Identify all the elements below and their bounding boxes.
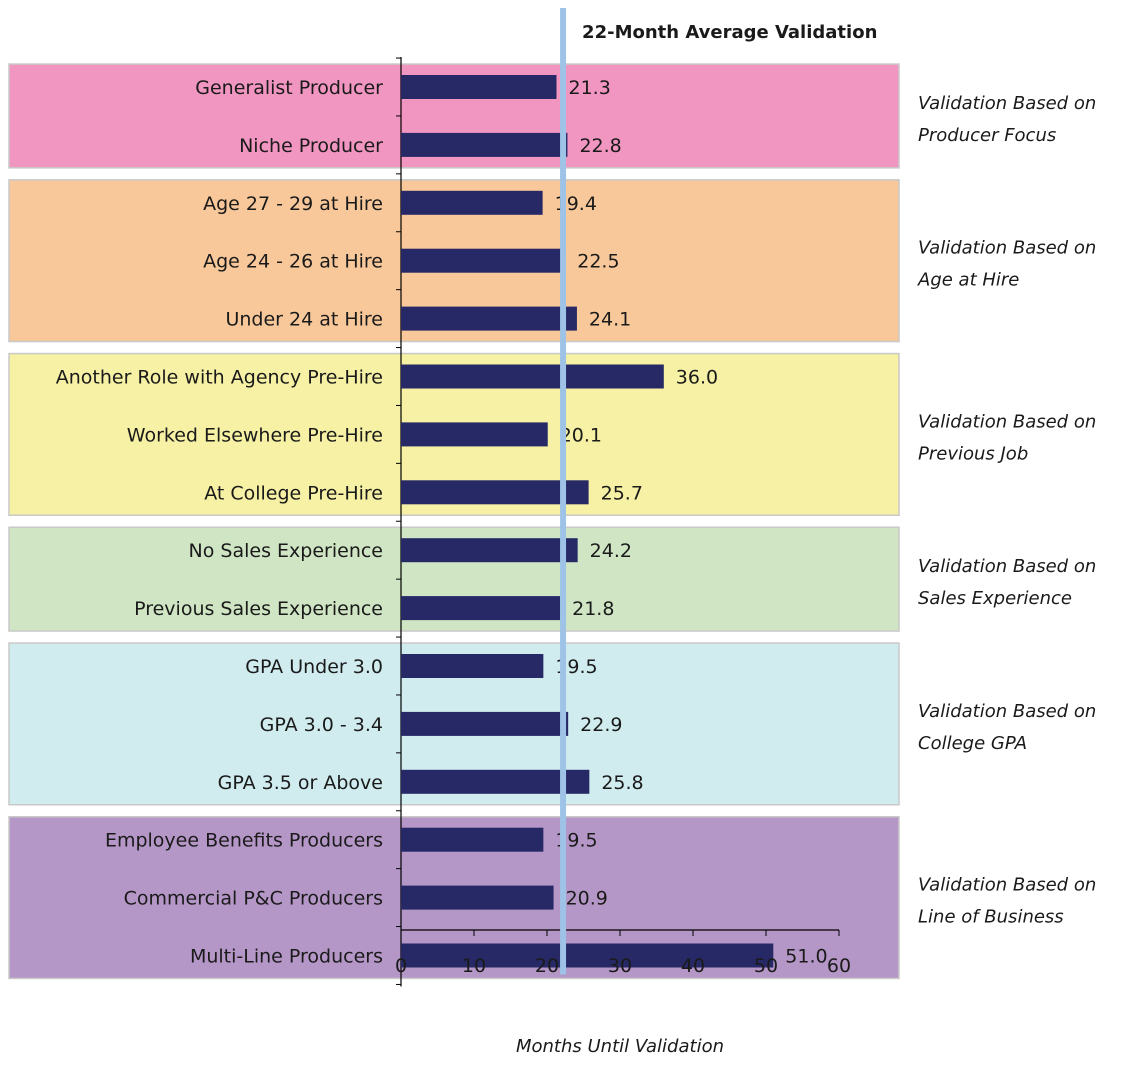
category-label: Previous Sales Experience xyxy=(134,598,383,620)
value-label: 20.9 xyxy=(566,888,608,910)
group-label-4-line-1: College GPA xyxy=(918,733,1027,754)
bar-1-0 xyxy=(401,190,543,215)
group-label-3-line-0: Validation Based on xyxy=(918,556,1096,577)
average-reference-label: 22-Month Average Validation xyxy=(582,22,877,43)
value-label: 20.1 xyxy=(560,424,602,446)
x-tick-label: 0 xyxy=(395,955,407,977)
category-label: Age 27 - 29 at Hire xyxy=(203,193,383,215)
value-label: 22.8 xyxy=(579,135,621,157)
group-label-4-line-0: Validation Based on xyxy=(918,701,1096,722)
bar-1-2 xyxy=(401,306,577,331)
bar-4-0 xyxy=(401,654,544,678)
group-label-1-line-0: Validation Based on xyxy=(918,238,1096,259)
bar-0-0 xyxy=(401,75,557,99)
group-label-2-line-0: Validation Based on xyxy=(918,411,1096,432)
value-label: 51.0 xyxy=(785,946,827,968)
category-label: Niche Producer xyxy=(239,135,383,157)
category-label: Employee Benefits Producers xyxy=(105,830,383,852)
x-tick-label: 10 xyxy=(462,955,486,977)
bar-3-0 xyxy=(401,538,578,563)
category-label: No Sales Experience xyxy=(189,540,383,562)
value-label: 24.1 xyxy=(589,309,631,331)
value-label: 22.5 xyxy=(577,251,619,273)
group-label-3-line-1: Sales Experience xyxy=(918,588,1072,609)
value-label: 25.7 xyxy=(601,482,643,504)
category-label: Commercial P&C Producers xyxy=(124,888,383,910)
bar-5-0 xyxy=(401,827,544,852)
group-label-0-line-0: Validation Based on xyxy=(918,93,1096,114)
category-label: GPA 3.0 - 3.4 xyxy=(260,714,383,736)
group-label-5-line-1: Line of Business xyxy=(918,907,1064,928)
x-tick-label: 60 xyxy=(827,955,851,977)
category-label: Worked Elsewhere Pre-Hire xyxy=(127,424,383,446)
category-label: Under 24 at Hire xyxy=(225,309,383,331)
group-label-2-line-1: Previous Job xyxy=(918,443,1028,464)
category-label: GPA 3.5 or Above xyxy=(218,772,383,794)
category-label: GPA Under 3.0 xyxy=(245,656,383,678)
category-label: Generalist Producer xyxy=(195,77,383,99)
group-label-0-line-1: Producer Focus xyxy=(918,125,1056,146)
x-tick-label: 20 xyxy=(535,955,559,977)
x-tick-label: 40 xyxy=(681,955,705,977)
category-label: At College Pre-Hire xyxy=(204,482,383,504)
bar-2-2 xyxy=(401,480,589,505)
value-label: 21.3 xyxy=(568,77,610,99)
category-label: Age 24 - 26 at Hire xyxy=(203,251,383,273)
value-label: 36.0 xyxy=(676,367,718,389)
value-label: 22.9 xyxy=(580,714,622,736)
x-tick-label: 30 xyxy=(608,955,632,977)
group-label-1-line-1: Age at Hire xyxy=(917,270,1019,291)
x-tick-label: 50 xyxy=(754,955,778,977)
x-axis-title: Months Until Validation xyxy=(516,1036,724,1057)
bar-5-2 xyxy=(401,943,774,968)
bar-1-1 xyxy=(401,248,566,273)
bar-4-2 xyxy=(401,769,590,794)
bar-0-1 xyxy=(401,132,568,157)
bar-5-1 xyxy=(401,885,554,910)
bar-2-1 xyxy=(401,422,548,447)
category-label: Multi-Line Producers xyxy=(190,946,383,968)
group-label-5-line-0: Validation Based on xyxy=(918,875,1096,896)
bar-4-1 xyxy=(401,711,569,736)
category-label: Another Role with Agency Pre-Hire xyxy=(56,367,383,389)
bar-2-0 xyxy=(401,364,664,389)
bar-3-1 xyxy=(401,596,561,621)
value-label: 25.8 xyxy=(601,772,643,794)
value-label: 24.2 xyxy=(590,540,632,562)
value-label: 21.8 xyxy=(572,598,614,620)
